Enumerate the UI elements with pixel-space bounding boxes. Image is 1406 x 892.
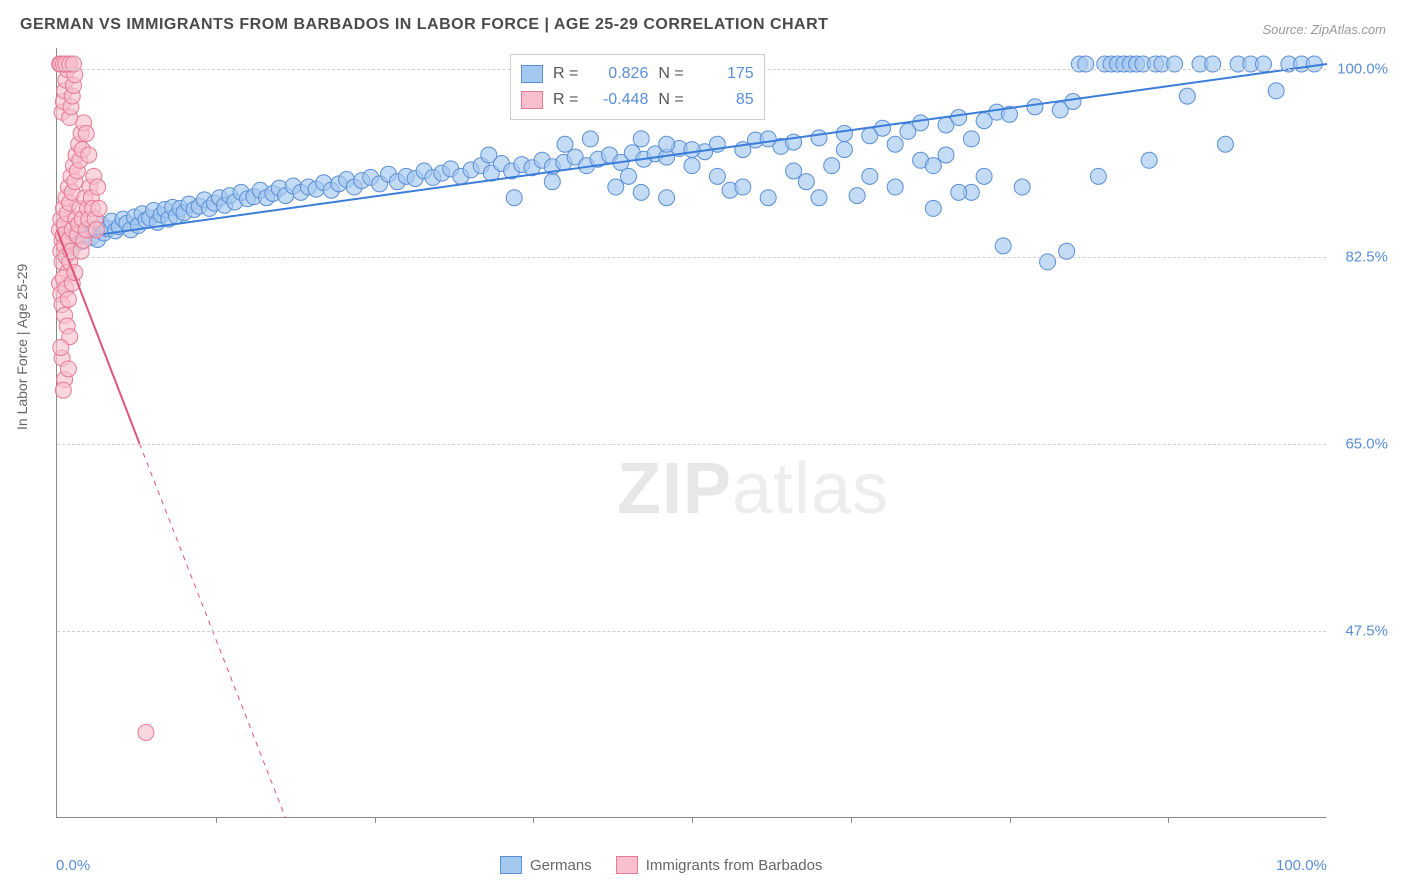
data-point-germans — [582, 131, 598, 147]
data-point-germans — [760, 190, 776, 206]
data-point-barbados — [60, 361, 76, 377]
data-point-germans — [1014, 179, 1030, 195]
n-label: N = — [658, 87, 683, 113]
y-tick-label: 82.5% — [1345, 248, 1388, 265]
x-tick — [216, 817, 217, 823]
data-point-barbados — [60, 291, 76, 307]
data-point-germans — [995, 238, 1011, 254]
data-point-germans — [913, 115, 929, 131]
data-point-germans — [506, 190, 522, 206]
x-tick-label: 100.0% — [1276, 857, 1327, 874]
legend-item-germans: Germans — [500, 856, 592, 874]
swatch-pink-icon — [616, 856, 638, 874]
data-point-germans — [1217, 136, 1233, 152]
n-value: 175 — [694, 61, 754, 87]
data-point-germans — [875, 120, 891, 136]
data-point-germans — [811, 190, 827, 206]
data-point-germans — [659, 190, 675, 206]
data-point-germans — [621, 168, 637, 184]
swatch-blue-icon — [521, 65, 543, 83]
data-point-germans — [951, 110, 967, 126]
data-point-germans — [836, 142, 852, 158]
data-point-germans — [684, 158, 700, 174]
data-point-germans — [824, 158, 840, 174]
r-label: R = — [553, 87, 578, 113]
data-point-germans — [1027, 99, 1043, 115]
data-point-germans — [1090, 168, 1106, 184]
data-point-barbados — [138, 724, 154, 740]
data-point-germans — [963, 131, 979, 147]
x-tick — [533, 817, 534, 823]
x-tick — [1010, 817, 1011, 823]
data-point-barbados — [90, 179, 106, 195]
data-point-germans — [633, 184, 649, 200]
x-tick — [692, 817, 693, 823]
data-point-germans — [811, 130, 827, 146]
series-legend: Germans Immigrants from Barbados — [500, 856, 822, 874]
data-point-germans — [925, 200, 941, 216]
source-attribution: Source: ZipAtlas.com — [1262, 22, 1386, 37]
data-point-germans — [976, 168, 992, 184]
data-point-germans — [684, 142, 700, 158]
legend-label: Germans — [530, 857, 592, 874]
data-point-germans — [659, 136, 675, 152]
data-point-germans — [786, 163, 802, 179]
y-tick-label: 100.0% — [1337, 61, 1388, 78]
data-point-barbados — [55, 382, 71, 398]
data-point-germans — [709, 168, 725, 184]
legend-row-barbados: R = -0.448 N = 85 — [521, 87, 754, 113]
x-tick — [375, 817, 376, 823]
data-point-germans — [760, 131, 776, 147]
data-point-germans — [862, 168, 878, 184]
data-point-germans — [544, 174, 560, 190]
data-point-barbados — [88, 222, 104, 238]
data-point-germans — [1065, 93, 1081, 109]
data-point-germans — [836, 126, 852, 142]
y-tick-label: 65.0% — [1345, 435, 1388, 452]
data-point-barbados — [91, 200, 107, 216]
data-point-germans — [735, 179, 751, 195]
gridline — [57, 257, 1326, 258]
legend-item-barbados: Immigrants from Barbados — [616, 856, 823, 874]
correlation-legend: R = 0.826 N = 175 R = -0.448 N = 85 — [510, 54, 765, 120]
legend-row-germans: R = 0.826 N = 175 — [521, 61, 754, 87]
data-point-barbados — [81, 147, 97, 163]
x-tick — [1168, 817, 1169, 823]
data-point-germans — [633, 131, 649, 147]
r-label: R = — [553, 61, 578, 87]
scatter-svg — [57, 48, 1326, 817]
r-value: -0.448 — [588, 87, 648, 113]
swatch-pink-icon — [521, 91, 543, 109]
data-point-germans — [1141, 152, 1157, 168]
n-label: N = — [658, 61, 683, 87]
n-value: 85 — [694, 87, 754, 113]
data-point-germans — [849, 188, 865, 204]
data-point-germans — [1179, 88, 1195, 104]
data-point-barbados — [78, 126, 94, 142]
chart-plot-area: ZIPatlas — [56, 48, 1326, 818]
swatch-blue-icon — [500, 856, 522, 874]
data-point-germans — [887, 179, 903, 195]
data-point-germans — [887, 136, 903, 152]
data-point-germans — [608, 179, 624, 195]
data-point-germans — [1268, 83, 1284, 99]
chart-title: GERMAN VS IMMIGRANTS FROM BARBADOS IN LA… — [20, 16, 828, 34]
x-tick-label: 0.0% — [56, 857, 90, 874]
gridline — [57, 631, 1326, 632]
data-point-germans — [951, 184, 967, 200]
data-point-barbados — [53, 339, 69, 355]
y-tick-label: 47.5% — [1345, 622, 1388, 639]
r-value: 0.826 — [588, 61, 648, 87]
y-axis-label: In Labor Force | Age 25-29 — [14, 264, 30, 430]
x-tick — [851, 817, 852, 823]
data-point-germans — [557, 136, 573, 152]
data-point-germans — [798, 174, 814, 190]
data-point-germans — [925, 158, 941, 174]
legend-label: Immigrants from Barbados — [646, 857, 823, 874]
data-point-germans — [938, 147, 954, 163]
gridline — [57, 444, 1326, 445]
data-point-germans — [481, 147, 497, 163]
